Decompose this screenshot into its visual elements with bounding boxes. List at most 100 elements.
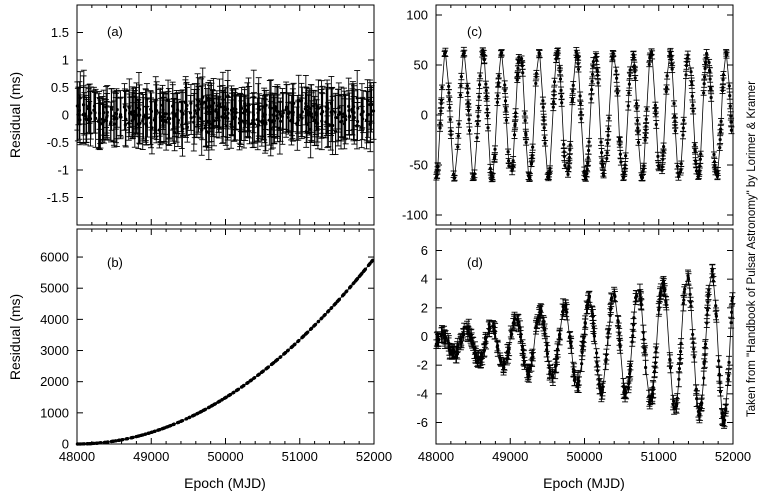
data-point — [672, 114, 677, 118]
data-point — [310, 326, 314, 330]
data-point — [615, 91, 620, 95]
data-point — [467, 325, 471, 329]
data-point — [452, 176, 457, 180]
data-point — [556, 347, 560, 352]
data-point — [644, 365, 648, 370]
data-point — [456, 145, 460, 149]
data-point — [471, 342, 475, 346]
data-point — [587, 295, 592, 299]
data-point — [699, 152, 703, 156]
data-point — [153, 429, 157, 433]
data-point — [570, 97, 575, 101]
data-point — [647, 62, 651, 67]
data-point — [541, 99, 545, 103]
data-point — [716, 169, 720, 174]
data-point — [675, 164, 680, 168]
series-a — [74, 67, 377, 161]
data-point — [292, 101, 296, 105]
data-point — [447, 91, 451, 95]
data-point — [138, 121, 142, 125]
data-point — [467, 117, 471, 122]
data-point — [482, 348, 487, 353]
data-point — [598, 384, 602, 388]
data-point — [215, 104, 219, 108]
data-point — [636, 126, 640, 130]
data-point — [297, 338, 301, 343]
data-point — [539, 309, 543, 313]
data-point — [633, 70, 637, 74]
data-point — [568, 143, 572, 147]
data-point — [89, 111, 93, 115]
data-point — [439, 98, 444, 102]
data-point — [482, 57, 486, 62]
data-point — [601, 385, 605, 389]
data-point — [506, 350, 511, 354]
data-point — [361, 109, 365, 114]
data-point — [493, 154, 497, 158]
data-point — [545, 351, 550, 356]
data-point — [297, 98, 301, 103]
data-point — [300, 110, 304, 114]
data-point — [589, 97, 593, 101]
data-point — [264, 121, 268, 125]
data-point — [221, 112, 226, 116]
data-point — [547, 173, 551, 177]
data-point — [436, 165, 440, 169]
x-axis-label: Epoch (MJD) — [543, 475, 625, 491]
data-point — [226, 111, 230, 115]
data-point — [278, 119, 283, 123]
data-point — [507, 347, 511, 351]
data-point — [99, 441, 103, 445]
data-point — [690, 82, 694, 87]
data-point — [275, 116, 280, 121]
data-point — [516, 323, 521, 327]
data-point — [653, 108, 658, 113]
panel-b: (b) Residual (ms) Epoch (MJD) 0 1000 2000 3… — [7, 228, 392, 491]
data-point — [371, 109, 376, 113]
data-point — [626, 104, 630, 108]
data-point — [615, 87, 619, 91]
data-point — [306, 330, 310, 334]
data-point — [631, 323, 636, 327]
x-tick-label: 52000 — [356, 449, 392, 464]
data-point — [500, 51, 504, 55]
data-point — [644, 117, 648, 121]
data-point — [628, 363, 633, 368]
data-point — [566, 167, 571, 172]
data-point — [618, 345, 622, 349]
data-point — [690, 94, 694, 98]
y-tick-label: -0.5 — [47, 135, 69, 150]
data-point — [231, 107, 235, 111]
data-point — [559, 88, 563, 92]
data-point — [618, 139, 622, 143]
data-point — [562, 154, 566, 159]
panel-label: (a) — [107, 24, 123, 39]
data-point — [606, 133, 610, 138]
data-point — [571, 89, 575, 93]
data-point — [516, 66, 520, 70]
data-point — [331, 123, 335, 128]
data-point — [681, 126, 685, 130]
data-point — [684, 73, 688, 77]
data-point — [485, 107, 489, 111]
data-point — [693, 149, 697, 153]
data-point — [510, 332, 514, 336]
data-point — [176, 118, 180, 122]
data-point — [619, 160, 623, 164]
data-point — [566, 172, 570, 176]
data-point — [159, 118, 163, 123]
data-point — [571, 83, 575, 87]
data-point — [592, 334, 597, 338]
data-point — [305, 122, 309, 127]
data-point — [293, 342, 297, 346]
data-point — [642, 164, 646, 168]
data-point — [679, 168, 683, 172]
data-point — [519, 332, 523, 336]
data-point — [662, 144, 666, 149]
y-tick-label: 0 — [62, 108, 69, 123]
data-point — [660, 165, 664, 169]
data-point — [352, 115, 356, 120]
x-tick-label: 50000 — [207, 449, 243, 464]
data-point — [632, 316, 636, 320]
